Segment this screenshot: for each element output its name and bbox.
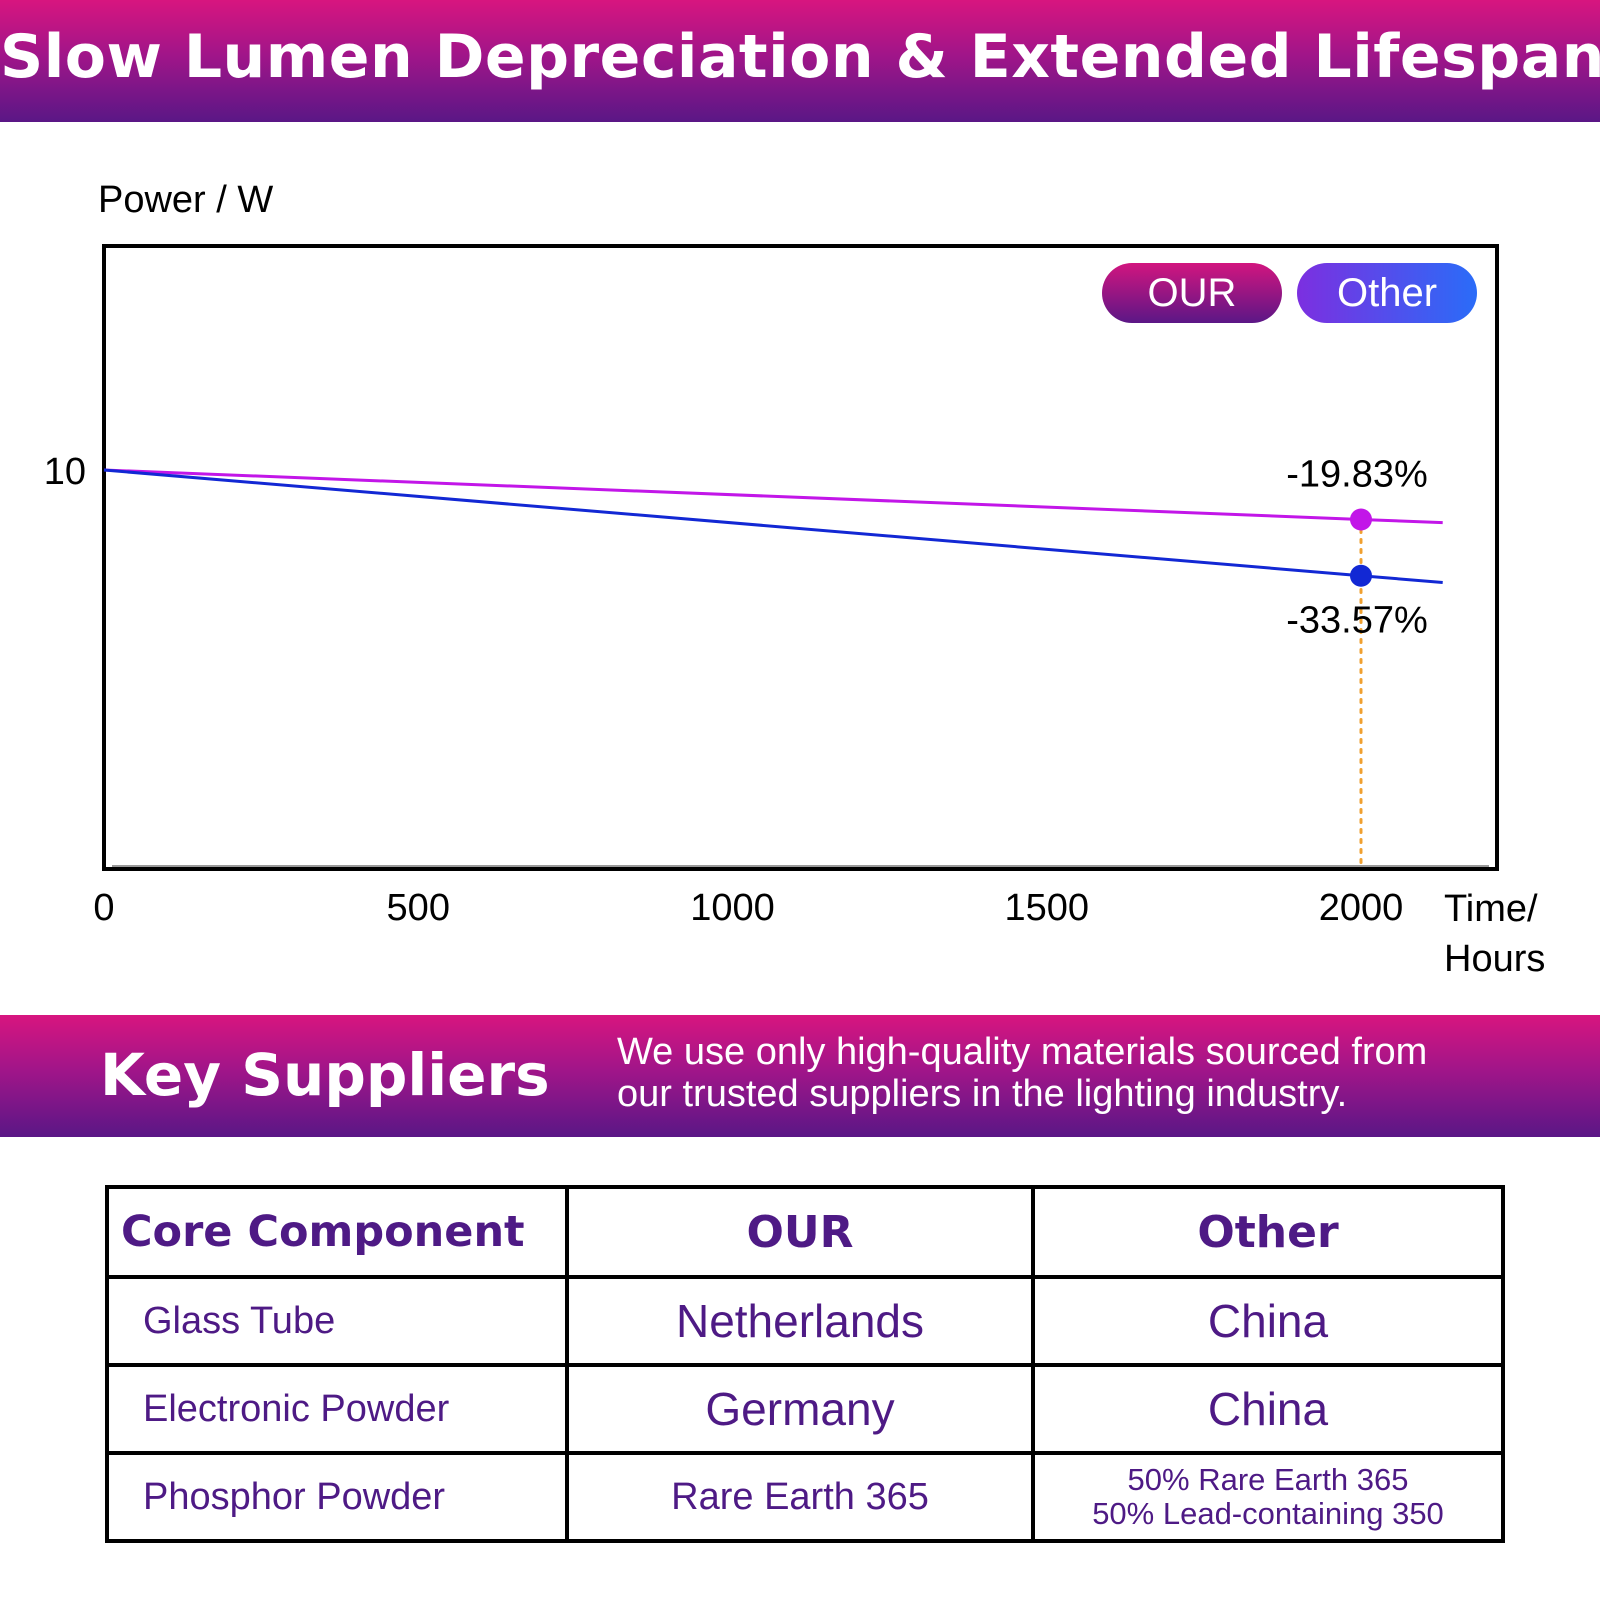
other-cell: 50% Rare Earth 365 50% Lead-containing 3… [1031,1451,1505,1543]
page-title: Slow Lumen Depreciation & Extended Lifes… [0,22,1600,92]
x-axis-label-line: Time/ [1444,888,1538,930]
power-chart: Power / W Time/Hours 0 500 1000 1500 2000 10 -19… [44,179,1546,980]
suppliers-table: Core Component OUR Other Glass Tube Neth… [105,1185,1505,1543]
other-cell: China [1031,1275,1505,1367]
header-core-component: Core Component [105,1185,569,1279]
data-label-other: -33.57% [1286,600,1428,642]
y-axis-label: Power / W [98,179,273,221]
x-tick-label: 0 [93,887,114,929]
component-cell: Electronic Powder [105,1363,569,1455]
legend-item-other [1297,263,1477,323]
data-label-our: -19.83% [1286,453,1428,495]
header-our: OUR [565,1185,1035,1279]
x-tick-label: 500 [387,887,450,929]
table-row: Phosphor Powder Rare Earth 365 50% Rare … [105,1451,1505,1543]
plot-frame [102,244,1499,871]
table-row: Glass Tube Netherlands China [105,1275,1505,1367]
suppliers-description-line-1: We use only high-quality materials sourc… [617,1031,1428,1073]
x-tick-label: 2000 [1319,887,1404,929]
suppliers-title: Key Suppliers [100,1041,550,1109]
x-tick-label: 1000 [690,887,775,929]
legend-label-our: OUR [1148,271,1237,315]
our-cell: Netherlands [565,1275,1035,1367]
our-cell: Rare Earth 365 [565,1451,1035,1543]
x-axis-label-line: Hours [1444,938,1545,980]
other-cell-line-2: 50% Lead-containing 350 [1092,1496,1444,1531]
header-other: Other [1031,1185,1505,1279]
header-banner: Slow Lumen Depreciation & Extended Lifes… [0,0,1600,122]
suppliers-description-line-2: our trusted suppliers in the lighting in… [617,1073,1348,1115]
legend-label-other: Other [1337,271,1437,315]
our-cell: Germany [565,1363,1035,1455]
component-cell: Phosphor Powder [105,1451,569,1543]
series-line-our [103,468,1443,525]
component-cell: Glass Tube [105,1275,569,1367]
series-line-other [103,468,1443,585]
table-row: Electronic Powder Germany China [105,1363,1505,1455]
y-tick-label: 10 [44,451,86,493]
table-header-row: Core Component OUR Other [105,1185,1505,1279]
legend-item-our [1102,263,1282,323]
other-cell-line-1: 50% Rare Earth 365 [1127,1462,1409,1497]
series-point-other [1350,564,1372,587]
other-cell: China [1031,1363,1505,1455]
suppliers-description: We use only high-quality materials sourc… [617,1031,1577,1115]
x-tick-label: 1500 [1004,887,1089,929]
suppliers-banner: Key Suppliers We use only high-quality m… [0,1015,1600,1137]
series-point-our [1350,508,1372,531]
